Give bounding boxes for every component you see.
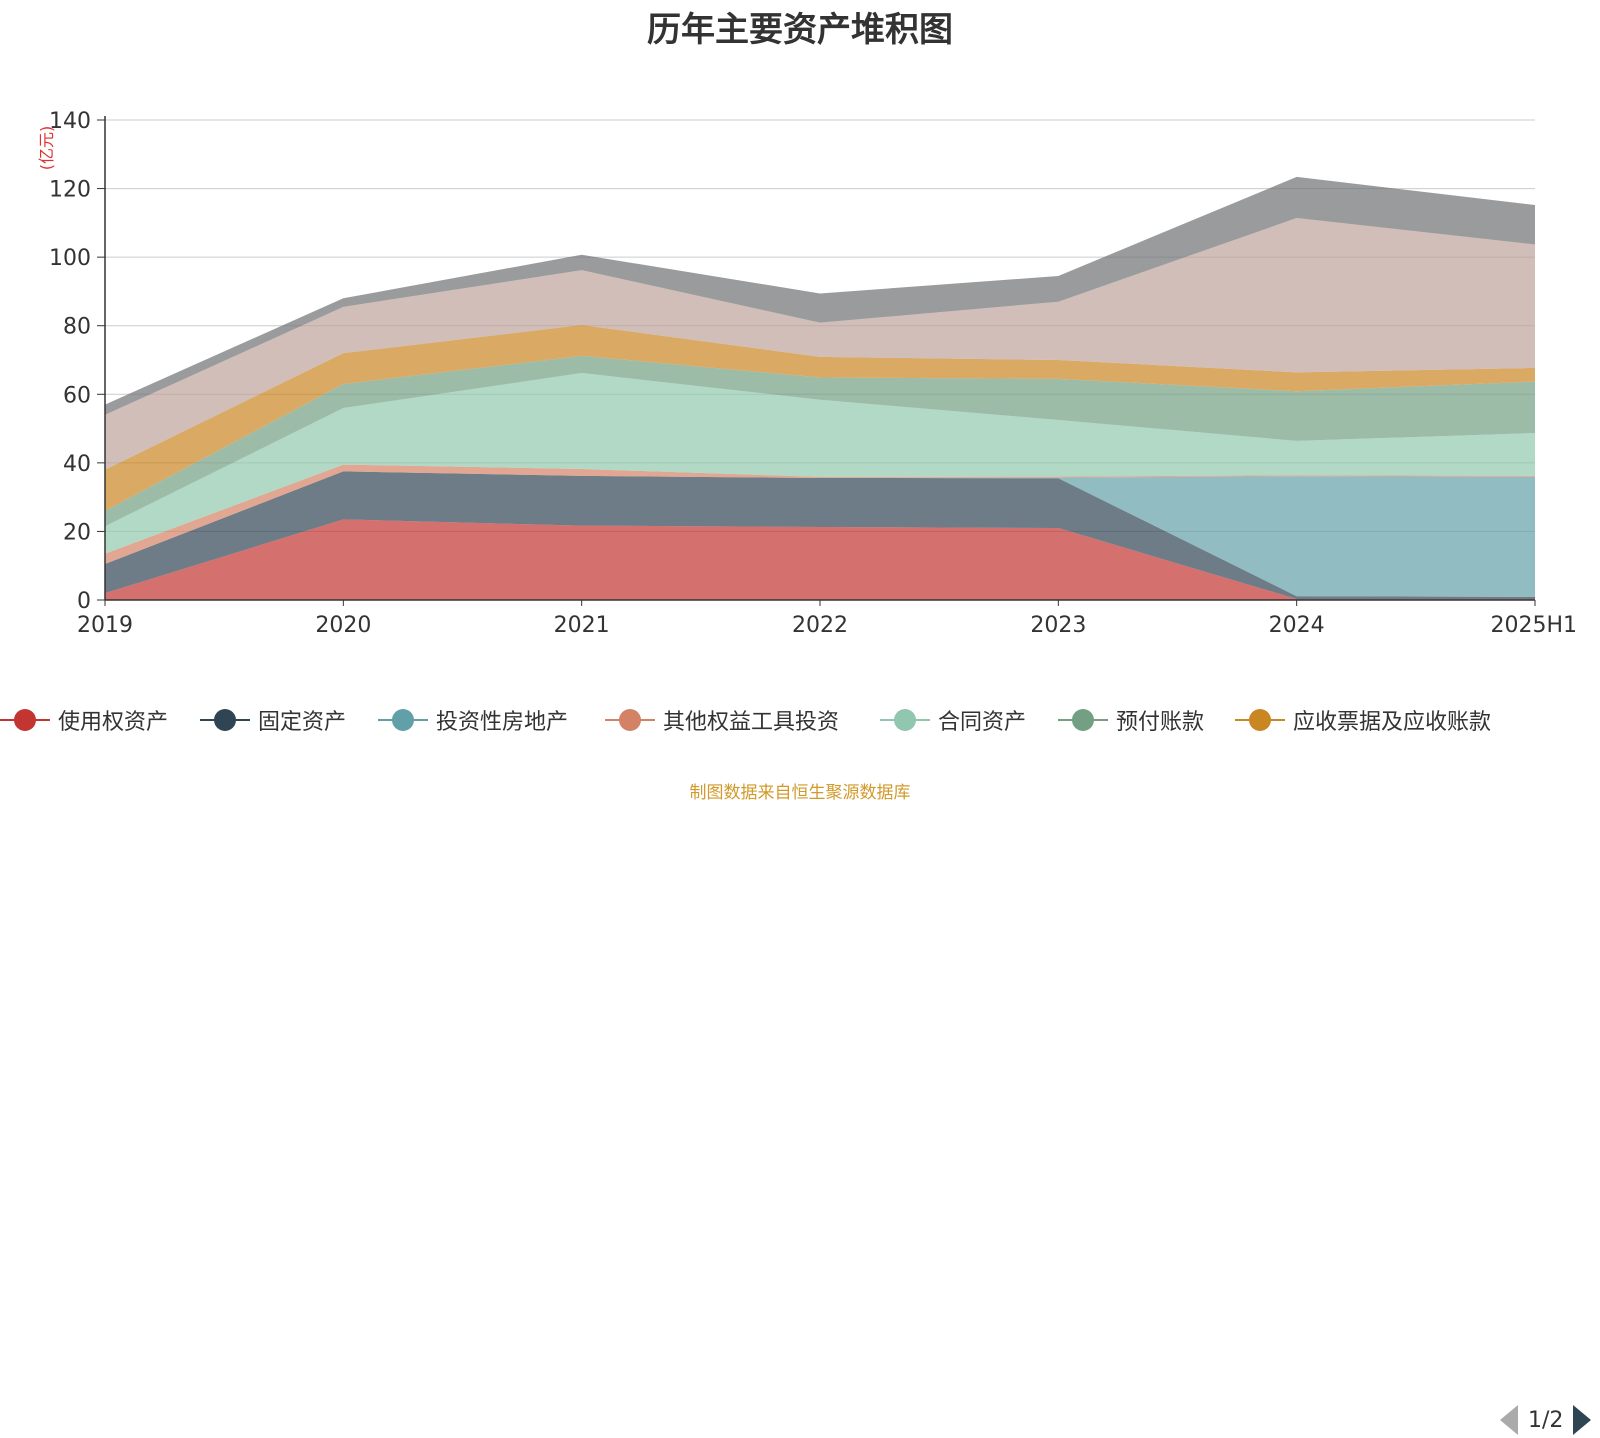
series-area-7[interactable]: [105, 218, 1535, 470]
chart-title: 历年主要资产堆积图: [647, 10, 953, 50]
series-area-4[interactable]: [105, 373, 1535, 554]
legend-marker-icon: [605, 700, 655, 740]
y-tick-label: 80: [63, 315, 91, 340]
series-area-8[interactable]: [105, 176, 1535, 415]
tick-labels: 0 20 40 60 80 100 120 140 2019 2020 2021 2022 2023 20…: [37, 109, 1577, 638]
x-tick-label: 2024: [1269, 613, 1325, 638]
legend-item[interactable]: 使用权资产: [0, 700, 168, 740]
y-tick-label: 100: [49, 246, 91, 271]
legend-marker-icon: [200, 700, 250, 740]
x-tick-label: 2019: [77, 613, 133, 638]
series-area-0[interactable]: [105, 519, 1535, 600]
x-tick-label: 2020: [315, 613, 371, 638]
stacked-areas: [105, 176, 1535, 600]
source-note: 制图数据来自恒生聚源数据库: [689, 783, 911, 803]
legend-item[interactable]: 应收票据及应收账款: [1235, 700, 1491, 740]
legend-label: 投资性房地产: [436, 710, 569, 735]
series-area-2[interactable]: [105, 471, 1535, 597]
y-tick-label: 140: [49, 109, 91, 134]
legend-next-icon[interactable]: [1573, 1405, 1592, 1435]
x-tick-label: 2023: [1030, 613, 1086, 638]
legend-label: 其他权益工具投资: [663, 710, 840, 735]
x-tick-label: 2022: [792, 613, 848, 638]
series-area-1[interactable]: [105, 471, 1535, 599]
x-tick-label: 2025H1: [1490, 613, 1577, 638]
legend-item[interactable]: 投资性房地产: [378, 700, 568, 740]
legend-marker-icon: [0, 700, 50, 740]
y-axis-unit-label: (亿元): [37, 126, 56, 171]
legend-marker-icon: [1058, 700, 1108, 740]
legend-label: 固定资产: [258, 710, 347, 735]
legend-item[interactable]: 固定资产: [200, 700, 346, 740]
y-tick-label: 40: [63, 452, 91, 477]
legend-marker-icon: [880, 700, 930, 740]
legend-label: 使用权资产: [58, 710, 169, 735]
y-tick-label: 0: [77, 589, 91, 614]
legend: 使用权资产 固定资产 投资性房地产 其他权益工具投资 合同资产 预付账款 应收票据及应收账款…: [0, 700, 1600, 1435]
legend-prev-icon[interactable]: [1500, 1405, 1518, 1435]
axes: [97, 116, 1536, 606]
legend-item[interactable]: 其他权益工具投资: [605, 700, 839, 740]
y-tick-label: 120: [49, 178, 91, 203]
x-tick-label: 2021: [554, 613, 610, 638]
legend-label: 合同资产: [938, 710, 1027, 735]
legend-label: 预付账款: [1116, 710, 1205, 735]
area-chart: 0 20 40 60 80 100 120 140 2019 2020 2021 2022 2023 20…: [37, 109, 1577, 638]
legend-marker-icon: [1235, 700, 1285, 740]
legend-page-indicator: 1/2: [1528, 1407, 1564, 1433]
series-area-5[interactable]: [105, 355, 1535, 527]
legend-label: 应收票据及应收账款: [1293, 710, 1492, 735]
legend-pager: 1/2: [1500, 1402, 1592, 1438]
legend-marker-icon: [378, 700, 428, 740]
legend-item[interactable]: 合同资产: [880, 700, 1026, 740]
series-area-6[interactable]: [105, 325, 1535, 511]
y-tick-label: 20: [63, 520, 91, 545]
legend-item[interactable]: 预付账款: [1058, 700, 1204, 740]
y-tick-label: 60: [63, 383, 91, 408]
